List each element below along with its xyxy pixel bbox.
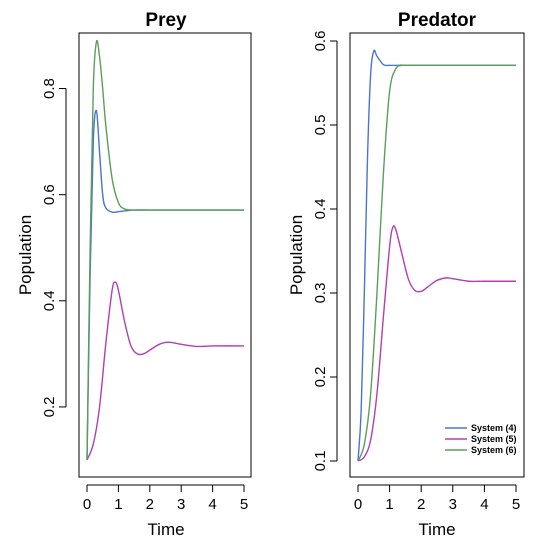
predator-y-tick-label: 0.6 [312,31,329,52]
predator-legend: System (4)System (5)System (6) [445,423,517,455]
prey-ylabel: Population [16,215,35,295]
prey-x-tick-label: 4 [208,496,216,513]
predator-series-line-3 [357,64,516,462]
predator-x-tick-label: 0 [354,496,362,513]
predator-title: Predator [398,10,477,31]
prey-y-tick-label: 0.6 [41,184,58,205]
prey-title: Prey [145,10,187,31]
predator-xlabel: Time [418,520,455,539]
predator-ylabel: Population [287,215,306,295]
prey-x-tick-label: 3 [177,496,185,513]
predator-y-tick-label: 0.2 [312,367,329,388]
predator-series-line-2 [357,225,516,462]
prey-x-tick-label: 5 [240,496,248,513]
predator-x-ticks: 0 1 2 3 4 5 [354,484,520,513]
predator-y-ticks: 0.1 0.2 0.3 0.4 0.5 0.6 [312,31,338,472]
predator-series-lines [357,49,516,462]
legend-label: System (5) [471,434,517,444]
prey-y-tick-label: 0.8 [41,78,58,99]
predator-x-tick-label: 4 [480,496,488,513]
prey-x-tick-label: 2 [146,496,154,513]
predator-y-tick-label: 0.1 [312,451,329,472]
predator-x-tick-label: 2 [417,496,425,513]
predator-x-tick-label: 5 [512,496,520,513]
legend-label: System (6) [471,445,517,455]
prey-xlabel: Time [147,520,184,539]
legend-label: System (4) [471,423,517,433]
prey-series-line-3 [86,39,244,461]
prey-series-line-2 [86,281,245,461]
predator-plot-frame [349,32,525,478]
predator-x-tick-label: 3 [449,496,457,513]
prey-x-tick-label: 1 [114,496,122,513]
prey-panel: Prey Time Population 0 1 2 3 4 5 0.2 0.4 0.6 0.8 [16,10,252,539]
prey-series-lines [86,39,245,461]
prey-y-tick-label: 0.4 [41,290,58,311]
predator-series-line-1 [357,49,516,462]
prey-plot-frame [78,32,252,478]
prey-x-tick-label: 0 [83,496,91,513]
prey-y-tick-label: 0.2 [41,397,58,418]
prey-x-ticks: 0 1 2 3 4 5 [83,484,248,513]
predator-y-tick-label: 0.4 [312,199,329,220]
prey-y-ticks: 0.2 0.4 0.6 0.8 [41,78,67,418]
predator-x-tick-label: 1 [385,496,393,513]
predator-y-tick-label: 0.3 [312,283,329,304]
predator-y-tick-label: 0.5 [312,115,329,136]
